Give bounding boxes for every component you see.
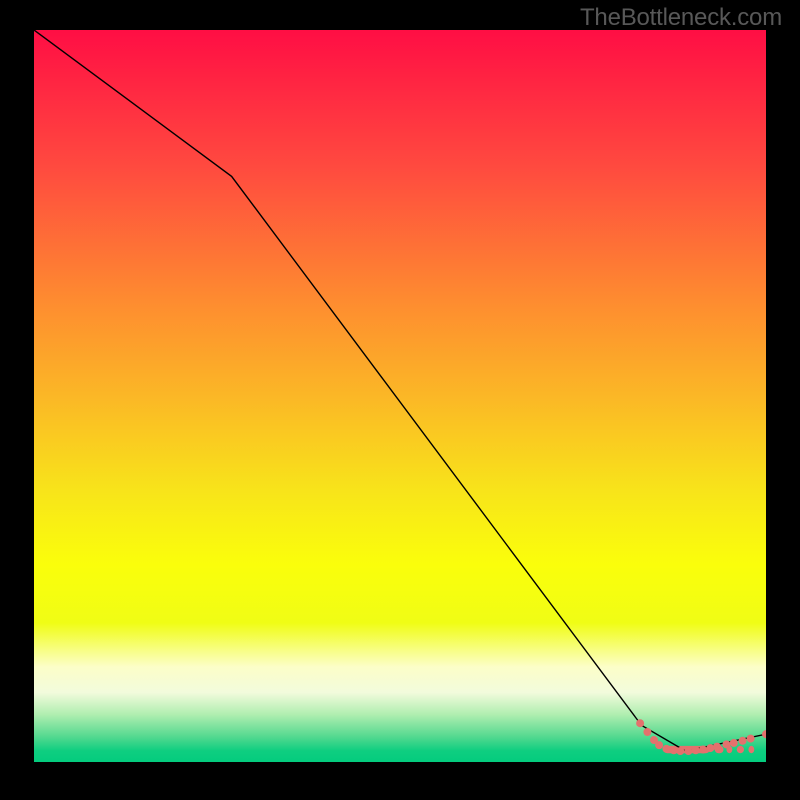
chart-frame: TheBottleneck.com: [0, 0, 800, 800]
data-marker: [706, 744, 714, 752]
data-marker: [643, 728, 651, 736]
data-marker: [699, 746, 707, 754]
gradient-background: [34, 30, 766, 762]
marker-bar: [748, 746, 754, 753]
data-marker: [739, 737, 747, 745]
data-marker: [676, 747, 684, 755]
data-marker: [747, 735, 755, 743]
data-marker: [730, 739, 738, 747]
watermark-text: TheBottleneck.com: [580, 4, 782, 32]
data-marker: [636, 719, 644, 727]
data-marker: [684, 747, 692, 755]
bottleneck-chart: [34, 30, 766, 762]
data-marker: [655, 741, 663, 749]
data-marker: [662, 745, 670, 753]
data-marker: [692, 746, 700, 754]
data-marker: [713, 743, 721, 751]
data-marker: [722, 740, 730, 748]
marker-bar: [737, 746, 744, 753]
